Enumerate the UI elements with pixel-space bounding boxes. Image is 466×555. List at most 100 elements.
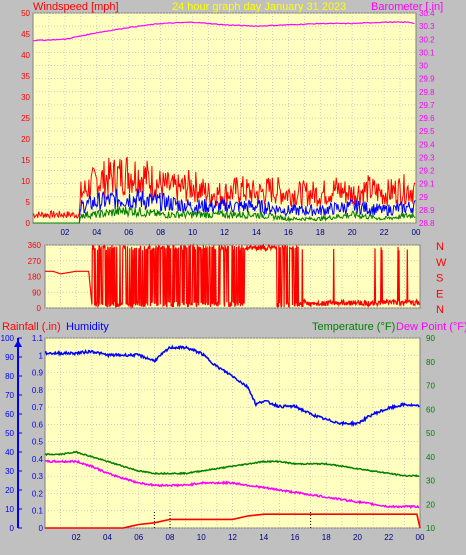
time-tick-label: 12 — [220, 228, 229, 237]
windspeed-tick-label: 0 — [26, 219, 31, 228]
barometer-tick-label: 30 — [419, 62, 428, 71]
humidity-line — [44, 344, 420, 428]
direction-line — [45, 242, 420, 310]
rain-tick-label: 0.6 — [32, 420, 44, 429]
windspeed-tick-label: 20 — [21, 135, 30, 144]
rain-tick-label: 1.1 — [32, 334, 44, 343]
rain-tick-label: 0 — [39, 524, 44, 533]
time-tick-label: 20 — [353, 533, 362, 542]
rain-tick-label: 0.9 — [32, 369, 44, 378]
humidity-tick-label: 90 — [5, 353, 14, 362]
wind_speed-line — [33, 205, 416, 224]
direction-tick-label: 270 — [28, 257, 42, 266]
time-tick-label: 22 — [384, 533, 393, 542]
time-tick-label: 16 — [284, 228, 293, 237]
humidity-tick-label: 0 — [10, 524, 15, 533]
humidity-axis-arrow — [14, 340, 22, 347]
wind-ticks: 28.8 28.9 29 29.1 29.2 29.3 29.4 29.5 29.6 29.7 29… — [21, 9, 435, 237]
time-tick-label: 20 — [348, 228, 357, 237]
temperature-line — [44, 450, 420, 478]
rain-tick-label: 0.5 — [32, 438, 44, 447]
time-tick-label: 02 — [72, 533, 81, 542]
humidity-tick-label: 10 — [5, 505, 14, 514]
rain-tick-label: 0.8 — [32, 386, 44, 395]
time-tick-label: 16 — [291, 533, 300, 542]
windspeed-tick-label: 25 — [21, 114, 30, 123]
time-tick-label: 06 — [134, 533, 143, 542]
time-tick-label: 10 — [197, 533, 206, 542]
barometer-tick-label: 29.2 — [419, 167, 435, 176]
windspeed-axis-label: Windspeed [mph] — [33, 1, 119, 13]
barometer-tick-label: 28.9 — [419, 206, 435, 215]
humidity-tick-label: 40 — [5, 448, 14, 457]
compass-label: E — [436, 288, 443, 300]
wind_gust-line — [32, 156, 416, 220]
temperature-axis-label: Temperature (°F) — [312, 321, 395, 333]
barometer-tick-label: 29.8 — [419, 88, 435, 97]
time-tick-label: 04 — [103, 533, 112, 542]
time-tick-label: 12 — [228, 533, 237, 542]
temperature-tick-label: 40 — [426, 453, 435, 462]
wind-marks — [32, 21, 416, 224]
wind_average-line — [33, 188, 416, 224]
climate-grid — [45, 337, 420, 529]
time-tick-label: 18 — [316, 228, 325, 237]
compass-label: W — [436, 257, 447, 269]
windspeed-tick-label: 50 — [21, 9, 30, 18]
compass-label: S — [436, 273, 443, 285]
temperature-tick-label: 30 — [426, 477, 435, 486]
compass-label: N — [436, 304, 444, 316]
direction-tick-label: 0 — [37, 304, 42, 313]
barometer-tick-label: 30.1 — [419, 48, 435, 57]
time-tick-label: 14 — [259, 533, 268, 542]
time-tick-label: 00 — [416, 533, 425, 542]
humidity-tick-label: 60 — [5, 410, 14, 419]
direction-tick-label: 90 — [32, 288, 41, 297]
barometer-line — [33, 21, 415, 42]
barometer-axis-label: Barometer [.in] — [371, 1, 443, 13]
time-tick-label: 10 — [188, 228, 197, 237]
barometer-tick-label: 29.7 — [419, 101, 435, 110]
rain-tick-label: 0.3 — [32, 472, 44, 481]
direction-marks — [45, 242, 420, 310]
barometer-tick-label: 29.3 — [419, 153, 435, 162]
barometer-tick-label: 29 — [419, 193, 428, 202]
direction-tick-label: 180 — [28, 273, 42, 282]
temperature-tick-label: 10 — [426, 524, 435, 533]
barometer-tick-label: 29.4 — [419, 140, 435, 149]
climate-ticks: 0 0.1 0.2 0.3 0.4 0.5 0.6 0.7 0.8 0.9 1 1.1 0 10 20 30 4… — [1, 334, 436, 542]
humidity-tick-label: 50 — [5, 429, 14, 438]
barometer-tick-label: 29.1 — [419, 180, 435, 189]
windspeed-tick-label: 5 — [26, 198, 31, 207]
windspeed-tick-label: 30 — [21, 93, 30, 102]
rain-tick-label: 0.7 — [32, 403, 44, 412]
temperature-tick-label: 80 — [426, 358, 435, 367]
humidity-axis-label: Humidity — [66, 321, 109, 333]
dewpoint-line — [45, 459, 420, 510]
rain-tick-label: 0.1 — [32, 507, 44, 516]
temperature-tick-label: 20 — [426, 500, 435, 509]
barometer-tick-label: 30.3 — [419, 22, 435, 31]
climate-plot-area — [44, 337, 421, 529]
time-tick-label: 08 — [156, 228, 165, 237]
barometer-tick-label: 29.9 — [419, 75, 435, 84]
chart-title: 24 hour graph day January 31 2023 — [172, 1, 346, 13]
windspeed-tick-label: 45 — [21, 30, 30, 39]
rain-tick-label: 1 — [39, 351, 44, 360]
humidity-tick-label: 30 — [5, 467, 14, 476]
barometer-tick-label: 29.5 — [419, 127, 435, 136]
time-tick-label: 08 — [166, 533, 175, 542]
barometer-tick-label: 28.8 — [419, 219, 435, 228]
climate-marks — [44, 344, 421, 529]
direction-grid — [45, 244, 420, 309]
windspeed-tick-label: 10 — [21, 177, 30, 186]
direction-tick-label: 360 — [28, 241, 42, 250]
time-tick-label: 14 — [252, 228, 261, 237]
time-tick-label: 02 — [60, 228, 69, 237]
rain-line — [45, 513, 421, 529]
temperature-tick-label: 60 — [426, 405, 435, 414]
dewpoint-axis-label: Dew Point (°F) — [396, 321, 466, 333]
humidity-tick-label: 70 — [5, 391, 14, 400]
